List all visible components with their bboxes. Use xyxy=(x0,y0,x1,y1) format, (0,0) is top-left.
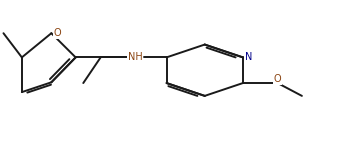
Text: N: N xyxy=(245,52,252,62)
Text: O: O xyxy=(54,28,61,38)
Text: NH: NH xyxy=(128,52,143,62)
Text: O: O xyxy=(274,74,281,84)
